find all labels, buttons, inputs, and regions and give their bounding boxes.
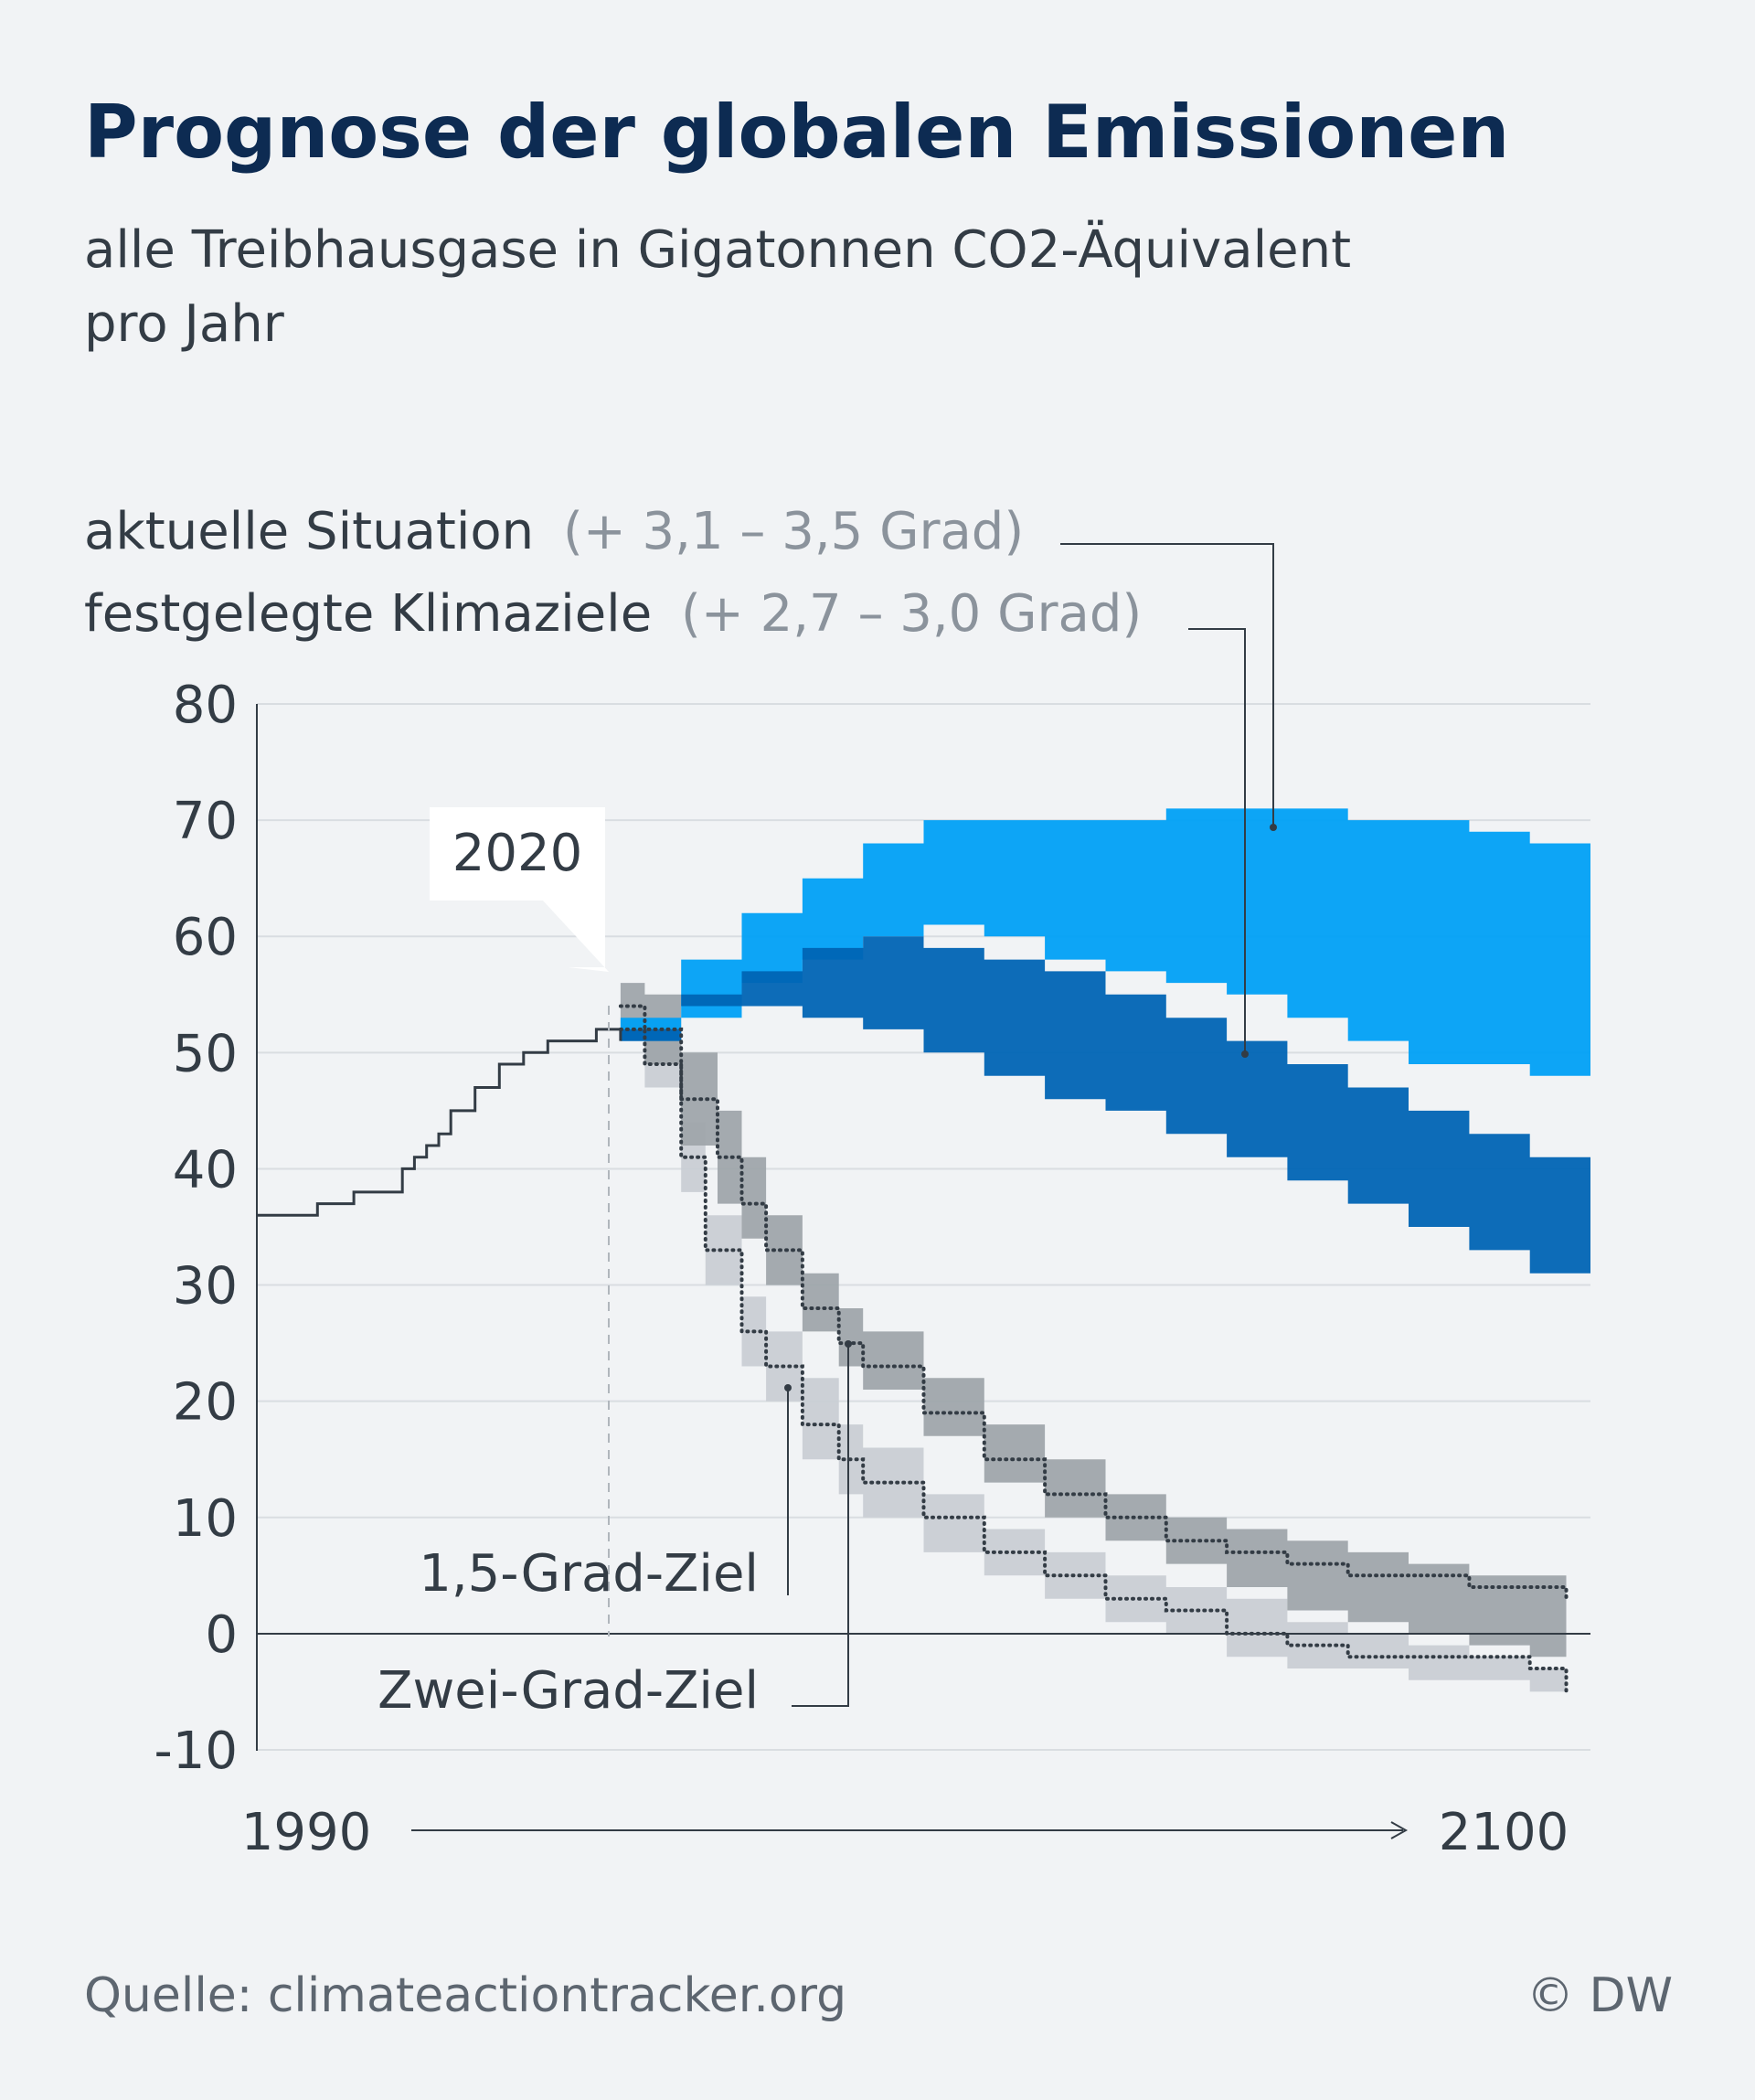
legend-pledges: festgelegte Klimaziele (+ 2,7 – 3,0 Grad…: [84, 584, 1142, 644]
chart-subtitle-line2: pro Jahr: [84, 294, 285, 354]
line-historical: [257, 1028, 622, 1217]
leader-current: [1060, 543, 1274, 826]
year-2020-label: 2020: [452, 824, 583, 883]
label-one-five-degree: 1,5-Grad-Ziel: [419, 1544, 759, 1604]
footer-source: Quelle: climateactiontracker.org: [84, 1968, 846, 2023]
median-one-five-degree: [618, 1027, 1569, 1694]
legend-current-range: (+ 3,1 – 3,5 Grad): [563, 502, 1024, 561]
label-two-degree: Zwei-Grad-Ziel: [378, 1661, 759, 1721]
legend-current-label: aktuelle Situation: [84, 502, 534, 561]
leader-pledges: [1188, 628, 1246, 1052]
median-two-degree: [618, 1004, 1569, 1601]
x-axis-start-label: 1990: [241, 1803, 372, 1862]
y-tick-label-50: 50: [173, 1024, 238, 1083]
x-axis-end-label: 2100: [1439, 1803, 1569, 1862]
emission-lines: [257, 1004, 1569, 1694]
y-tick-label-40: 40: [173, 1140, 238, 1199]
y-tick-label-neg10: -10: [154, 1722, 238, 1781]
x-axis-arrow-head: [1390, 1821, 1409, 1839]
y-tick-label-30: 30: [173, 1257, 238, 1316]
y-tick-label-0: 0: [205, 1605, 238, 1665]
band-current-situation: [620, 808, 1590, 1076]
chart-title: Prognose der globalen Emissionen: [84, 90, 1509, 175]
leader-one-five-degree-dot: [784, 1384, 792, 1391]
footer-credit: © DW: [1526, 1968, 1673, 2023]
y-axis-ticks: 80 70 60 50 40 30 20 10 0 -10: [154, 676, 238, 1781]
chart-subtitle-line1: alle Treibhausgase in Gigatonnen CO2-Äqu…: [84, 220, 1351, 280]
y-tick-label-10: 10: [173, 1489, 238, 1549]
leader-pledges-dot: [1241, 1050, 1249, 1058]
legend-pledges-range: (+ 2,7 – 3,0 Grad): [681, 584, 1142, 644]
emission-bands: [620, 808, 1590, 1715]
leader-two-degree-dot: [845, 1340, 852, 1348]
band-two-degree: [620, 983, 1567, 1658]
y-tick-label-70: 70: [173, 792, 238, 851]
year-2020-callout-box: [430, 807, 609, 972]
legend-pledges-label: festgelegte Klimaziele: [84, 584, 652, 644]
y-tick-label-60: 60: [173, 908, 238, 967]
y-tick-label-80: 80: [173, 676, 238, 735]
band-pledges: [620, 936, 1590, 1297]
leader-current-dot: [1270, 824, 1277, 831]
y-tick-label-20: 20: [173, 1373, 238, 1433]
legend-current: aktuelle Situation (+ 3,1 – 3,5 Grad): [84, 502, 1024, 561]
leader-two-degree: [792, 1346, 849, 1707]
